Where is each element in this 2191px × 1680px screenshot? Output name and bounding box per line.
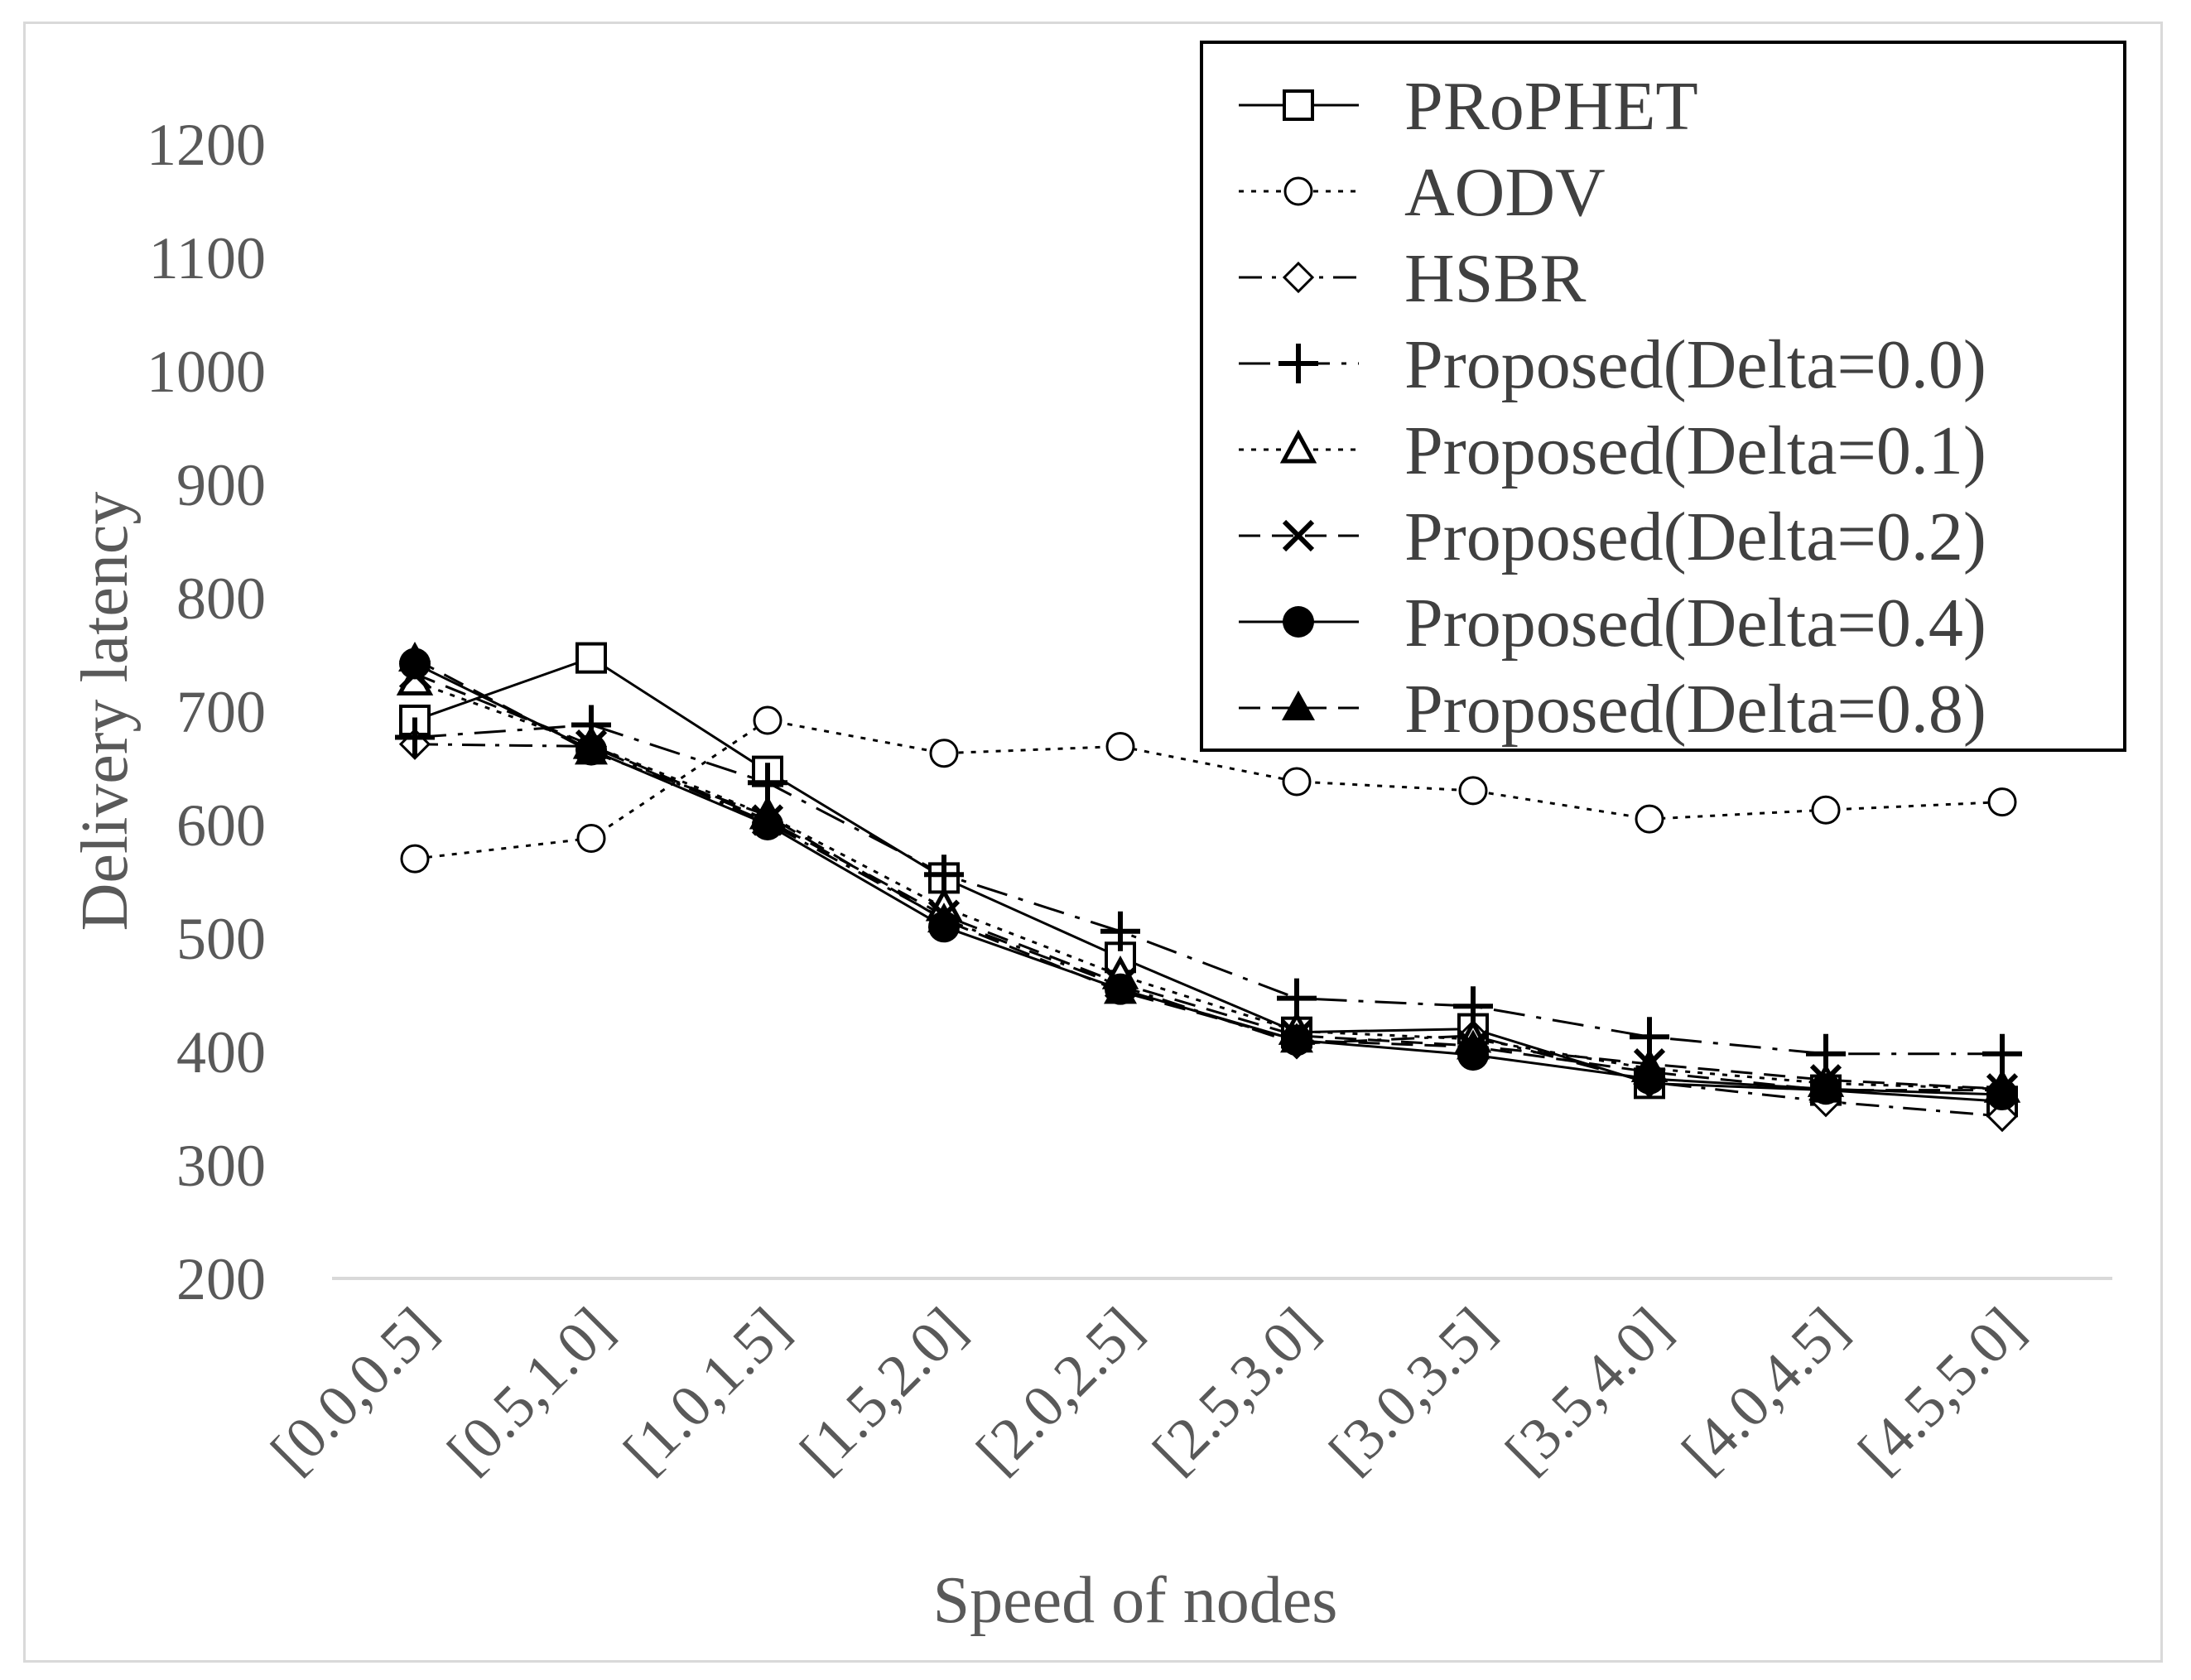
y-tick-label: 600 [176, 792, 266, 859]
data-point-proposed-delta-0-8 [1280, 1023, 1313, 1053]
data-point-proposed-delta-0-8 [1633, 1054, 1666, 1085]
data-point-proposed-delta-0-8 [1809, 1072, 1842, 1103]
data-point-proposed-delta-0-0 [395, 717, 435, 758]
legend-marker [1279, 429, 1317, 464]
data-point-aodv [929, 739, 959, 768]
legend-label: Proposed(Delta=0.1) [1404, 412, 1986, 489]
x-tick-label: [2.0,2.5] [964, 1295, 1154, 1485]
legend-item-proposed-delta-0-8: Proposed(Delta=0.8) [1239, 671, 1986, 748]
legend-item-proposed-delta-0-2: Proposed(Delta=0.2) [1239, 498, 1986, 575]
legend-item-aodv: AODV [1239, 154, 1606, 231]
legend-label: Proposed(Delta=0.4) [1404, 585, 1986, 662]
legend-label: AODV [1404, 154, 1606, 231]
data-point-proposed-delta-0-8 [751, 798, 784, 829]
legend-box [1200, 41, 2126, 752]
data-point-proposed-delta-0-0 [1982, 1033, 2022, 1074]
series-markers-proposed-delta-0-0 [395, 705, 2022, 1074]
y-tick-label: 200 [176, 1246, 266, 1312]
data-point-aodv [1811, 795, 1841, 825]
legend: PRoPHET AODV HSBR Proposed(Delta=0.0) Propos… [1200, 41, 2126, 752]
data-point-aodv [400, 844, 430, 874]
series-line-aodv [414, 719, 2003, 860]
legend-item-proposed-delta-0-4: Proposed(Delta=0.4) [1239, 585, 1986, 662]
data-point-proposed-delta-0-8 [575, 734, 608, 765]
series-markers [395, 641, 2022, 1133]
legend-marker [1283, 606, 1314, 638]
data-point-proposed-delta-0-0 [1100, 911, 1140, 951]
y-tick-label: 400 [176, 1019, 266, 1086]
series-line-prophet [414, 656, 2003, 1103]
legend-marker [1282, 691, 1315, 720]
legend-marker [1282, 261, 1315, 294]
x-tick-label: [0.0,0.5] [258, 1295, 449, 1485]
y-tick-label: 300 [176, 1133, 266, 1199]
data-point-aodv [753, 705, 782, 735]
x-tick-label: [4.5,5.0] [1846, 1295, 2036, 1485]
x-tick-label: [3.0,3.5] [1317, 1295, 1507, 1485]
legend-label: Proposed(Delta=0.2) [1404, 498, 1986, 575]
y-tick-label: 1000 [147, 339, 266, 405]
series-line-proposed-delta-0-2 [414, 672, 2003, 1090]
series-line-proposed-delta-0-1 [414, 680, 2003, 1090]
series-line-proposed-delta-0-8 [414, 657, 2002, 1092]
y-tick-label: 700 [176, 679, 266, 745]
data-point-proposed-delta-0-8 [398, 641, 431, 672]
x-tick-label: [2.5,3.0] [1140, 1295, 1331, 1485]
x-axis-title: Speed of nodes [933, 1564, 1338, 1637]
y-axis-title: Delivery latency [69, 492, 142, 931]
legend-marker [1282, 519, 1315, 552]
legend-label: PRoPHET [1404, 68, 1698, 145]
x-tick-label: [4.0,4.5] [1669, 1295, 1860, 1485]
legend-label: HSBR [1404, 240, 1586, 317]
data-point-aodv [1987, 787, 2017, 817]
x-tick-label: [1.5,2.0] [787, 1295, 978, 1485]
legend-label: Proposed(Delta=0.0) [1404, 326, 1986, 403]
y-tick-label: 500 [176, 906, 266, 972]
legend-item-proposed-delta-0-0: Proposed(Delta=0.0) [1239, 326, 1986, 403]
series-line-hsbr [414, 743, 2003, 1118]
y-tick-label: 800 [176, 566, 266, 632]
data-point-aodv [1635, 804, 1664, 834]
x-tick-label: [1.0,1.5] [611, 1295, 802, 1485]
data-point-proposed-delta-0-8 [1986, 1072, 2019, 1103]
data-point-hsbr [1986, 1100, 2019, 1133]
legend-marker [1278, 344, 1318, 383]
x-axis-ticks: [0.0,0.5][0.5,1.0][1.0,1.5][1.5,2.0][2.0… [258, 1295, 2036, 1485]
data-point-aodv [576, 823, 606, 853]
legend-label: Proposed(Delta=0.8) [1404, 671, 1986, 748]
data-point-proposed-delta-0-8 [927, 903, 961, 933]
data-point-proposed-delta-0-8 [1104, 974, 1137, 1004]
x-tick-label: [3.5,4.0] [1493, 1295, 1683, 1485]
series-lines [414, 656, 2003, 1118]
series-markers-proposed-delta-0-8 [398, 641, 2019, 1103]
legend-item-hsbr: HSBR [1239, 240, 1586, 317]
chart-frame: 200 300 400 500 600 700 800 900 1000 1100 1200 [0.… [23, 22, 2163, 1663]
series-markers-hsbr [398, 728, 2019, 1133]
y-axis-ticks: 200 300 400 500 600 700 800 900 1000 1100 1200 [147, 112, 266, 1312]
series-markers-aodv [400, 705, 2017, 874]
legend-item-prophet: PRoPHET [1239, 68, 1698, 145]
y-tick-label: 900 [176, 452, 266, 518]
y-tick-label: 1100 [149, 225, 266, 291]
legend-item-proposed-delta-0-1: Proposed(Delta=0.1) [1239, 412, 1986, 489]
legend-marker [1283, 176, 1313, 206]
data-point-aodv [1458, 776, 1488, 806]
series-line-proposed-delta-0-0 [414, 723, 2002, 1056]
legend-marker [1283, 89, 1314, 121]
data-point-aodv [1282, 767, 1312, 797]
x-tick-label: [0.5,1.0] [435, 1295, 625, 1485]
data-point-aodv [1105, 731, 1135, 761]
data-point-proposed-delta-0-8 [1457, 1029, 1490, 1060]
data-point-prophet [575, 642, 607, 674]
line-chart: 200 300 400 500 600 700 800 900 1000 1100 1200 [0.… [69, 41, 2126, 1637]
y-tick-label: 1200 [147, 112, 266, 178]
